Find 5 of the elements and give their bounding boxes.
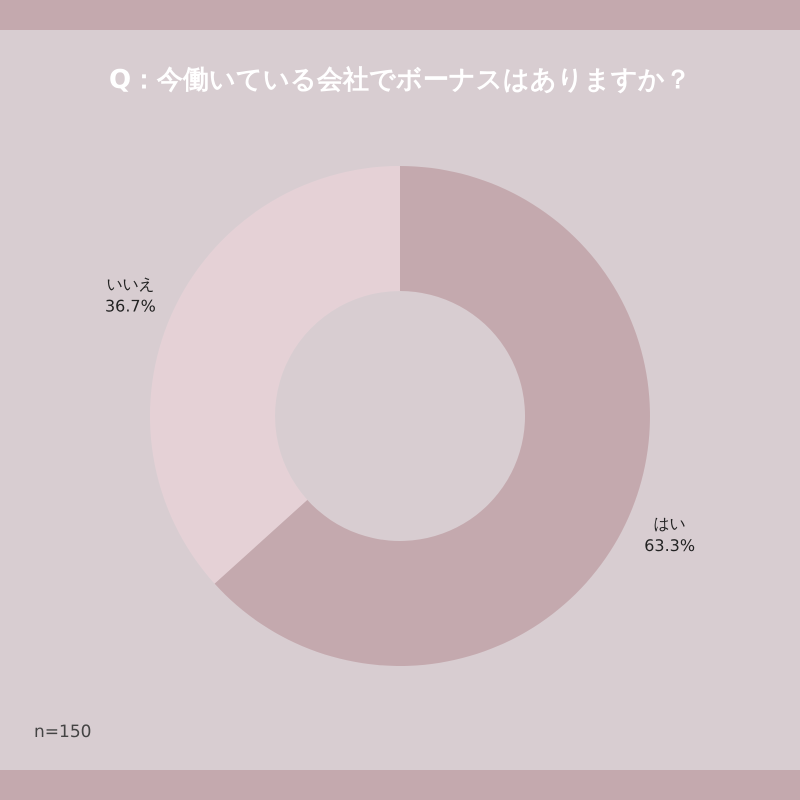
data-label: 36.7% xyxy=(104,296,156,316)
slice-label: いいえ xyxy=(106,274,154,294)
data-label: 63.3% xyxy=(644,536,696,555)
slice-label: はい xyxy=(654,514,686,533)
text: n=150 xyxy=(34,722,92,742)
